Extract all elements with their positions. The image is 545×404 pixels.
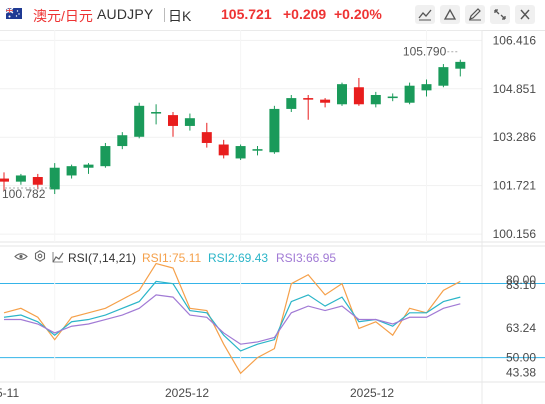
candle-down <box>353 87 364 105</box>
candle-up <box>370 94 381 105</box>
candle-down <box>0 178 9 182</box>
australia-flag-icon <box>6 8 22 19</box>
timeframe-selector[interactable]: 日K <box>168 8 192 24</box>
indicator-icon <box>52 252 64 263</box>
candle-down <box>168 115 178 126</box>
candle-up <box>387 96 398 99</box>
rsi1-line <box>3 262 461 375</box>
rsi-axis-label: 43.38 <box>506 365 536 379</box>
price-change: +0.209 <box>283 6 327 22</box>
rsi-axis-label: 80.00 <box>506 273 536 287</box>
candle-up <box>83 164 94 168</box>
main-grid <box>0 30 545 404</box>
rsi-header: RSI(7,14,21) RSI1:75.11 RSI2:69.43 RSI3:… <box>0 246 480 268</box>
low-price-label: 100.782 <box>2 187 46 201</box>
candle-up <box>337 84 347 105</box>
candle-up <box>100 146 111 167</box>
candle-up <box>15 175 26 182</box>
candles-layer <box>0 59 466 195</box>
delete-tool-icon[interactable] <box>515 5 535 24</box>
rsi2-line <box>3 280 461 352</box>
pen-tool-icon[interactable] <box>465 5 485 24</box>
rsi-axis-label: 63.24 <box>506 321 536 335</box>
candle-up <box>117 135 128 147</box>
high-price-label: 105.790 <box>403 45 447 59</box>
price-axis-label: 106.416 <box>493 33 537 47</box>
price-axis-label: 103.286 <box>493 130 537 144</box>
candle-up <box>269 108 280 153</box>
rsi-axis-label: 50.00 <box>506 351 536 365</box>
shape-tool-icon[interactable] <box>440 5 460 24</box>
rsi-grid <box>0 260 545 380</box>
rsi3-value: RSI3:66.95 <box>276 251 337 265</box>
time-axis: 5-11 2025-12 2025-12 <box>0 381 545 400</box>
candle-up <box>49 167 60 190</box>
rsi-lines-layer <box>3 262 461 375</box>
pair-name-cn[interactable]: 澳元/日元 <box>33 8 93 24</box>
settings-gear-icon[interactable] <box>34 250 46 262</box>
symbol-code[interactable]: AUDJPY <box>97 6 154 22</box>
candle-down <box>201 132 212 143</box>
time-axis-label: 2025-12 <box>350 386 394 400</box>
candle-up <box>286 98 297 109</box>
visibility-icon[interactable] <box>14 252 28 261</box>
candle-up <box>134 105 145 137</box>
line-tool-icon[interactable] <box>415 5 435 24</box>
rsi2-value: RSI2:69.43 <box>208 251 269 265</box>
candle-up <box>252 149 263 151</box>
last-price: 105.721 <box>221 6 272 22</box>
rsi-axis-label: 83.10 <box>506 278 536 292</box>
price-chart[interactable]: 106.416 104.851 103.286 101.721 100.156 105.7… <box>0 30 545 404</box>
candle-up <box>438 67 449 86</box>
price-axis-label: 101.721 <box>493 179 537 193</box>
price-change-pct: +0.20% <box>334 6 382 22</box>
candle-up <box>151 112 162 114</box>
candle-up <box>184 118 195 126</box>
candle-up <box>421 84 432 91</box>
top-bar: 澳元/日元 AUDJPY 日K 105.721 +0.209 +0.20% <box>0 0 545 31</box>
time-axis-label: 5-11 <box>0 386 19 400</box>
candle-down <box>32 177 43 185</box>
candle-down <box>320 99 331 103</box>
toggle-tool-icon[interactable] <box>490 5 510 24</box>
candle-down <box>303 98 314 100</box>
candle-up <box>235 146 246 159</box>
rsi3-line <box>4 294 461 345</box>
divider <box>164 8 165 22</box>
candle-down <box>218 144 229 156</box>
price-axis-label: 104.851 <box>493 82 537 96</box>
rsi-title[interactable]: RSI(7,14,21) <box>68 251 137 265</box>
candle-up <box>66 166 77 176</box>
time-axis-label: 2025-12 <box>165 386 209 400</box>
candle-up <box>455 61 466 69</box>
price-axis-label: 100.156 <box>493 227 537 241</box>
price-axis: 106.416 104.851 103.286 101.721 100.156 105.7… <box>2 33 536 241</box>
candle-up <box>404 85 415 103</box>
rsi1-value: RSI1:75.11 <box>142 251 202 265</box>
